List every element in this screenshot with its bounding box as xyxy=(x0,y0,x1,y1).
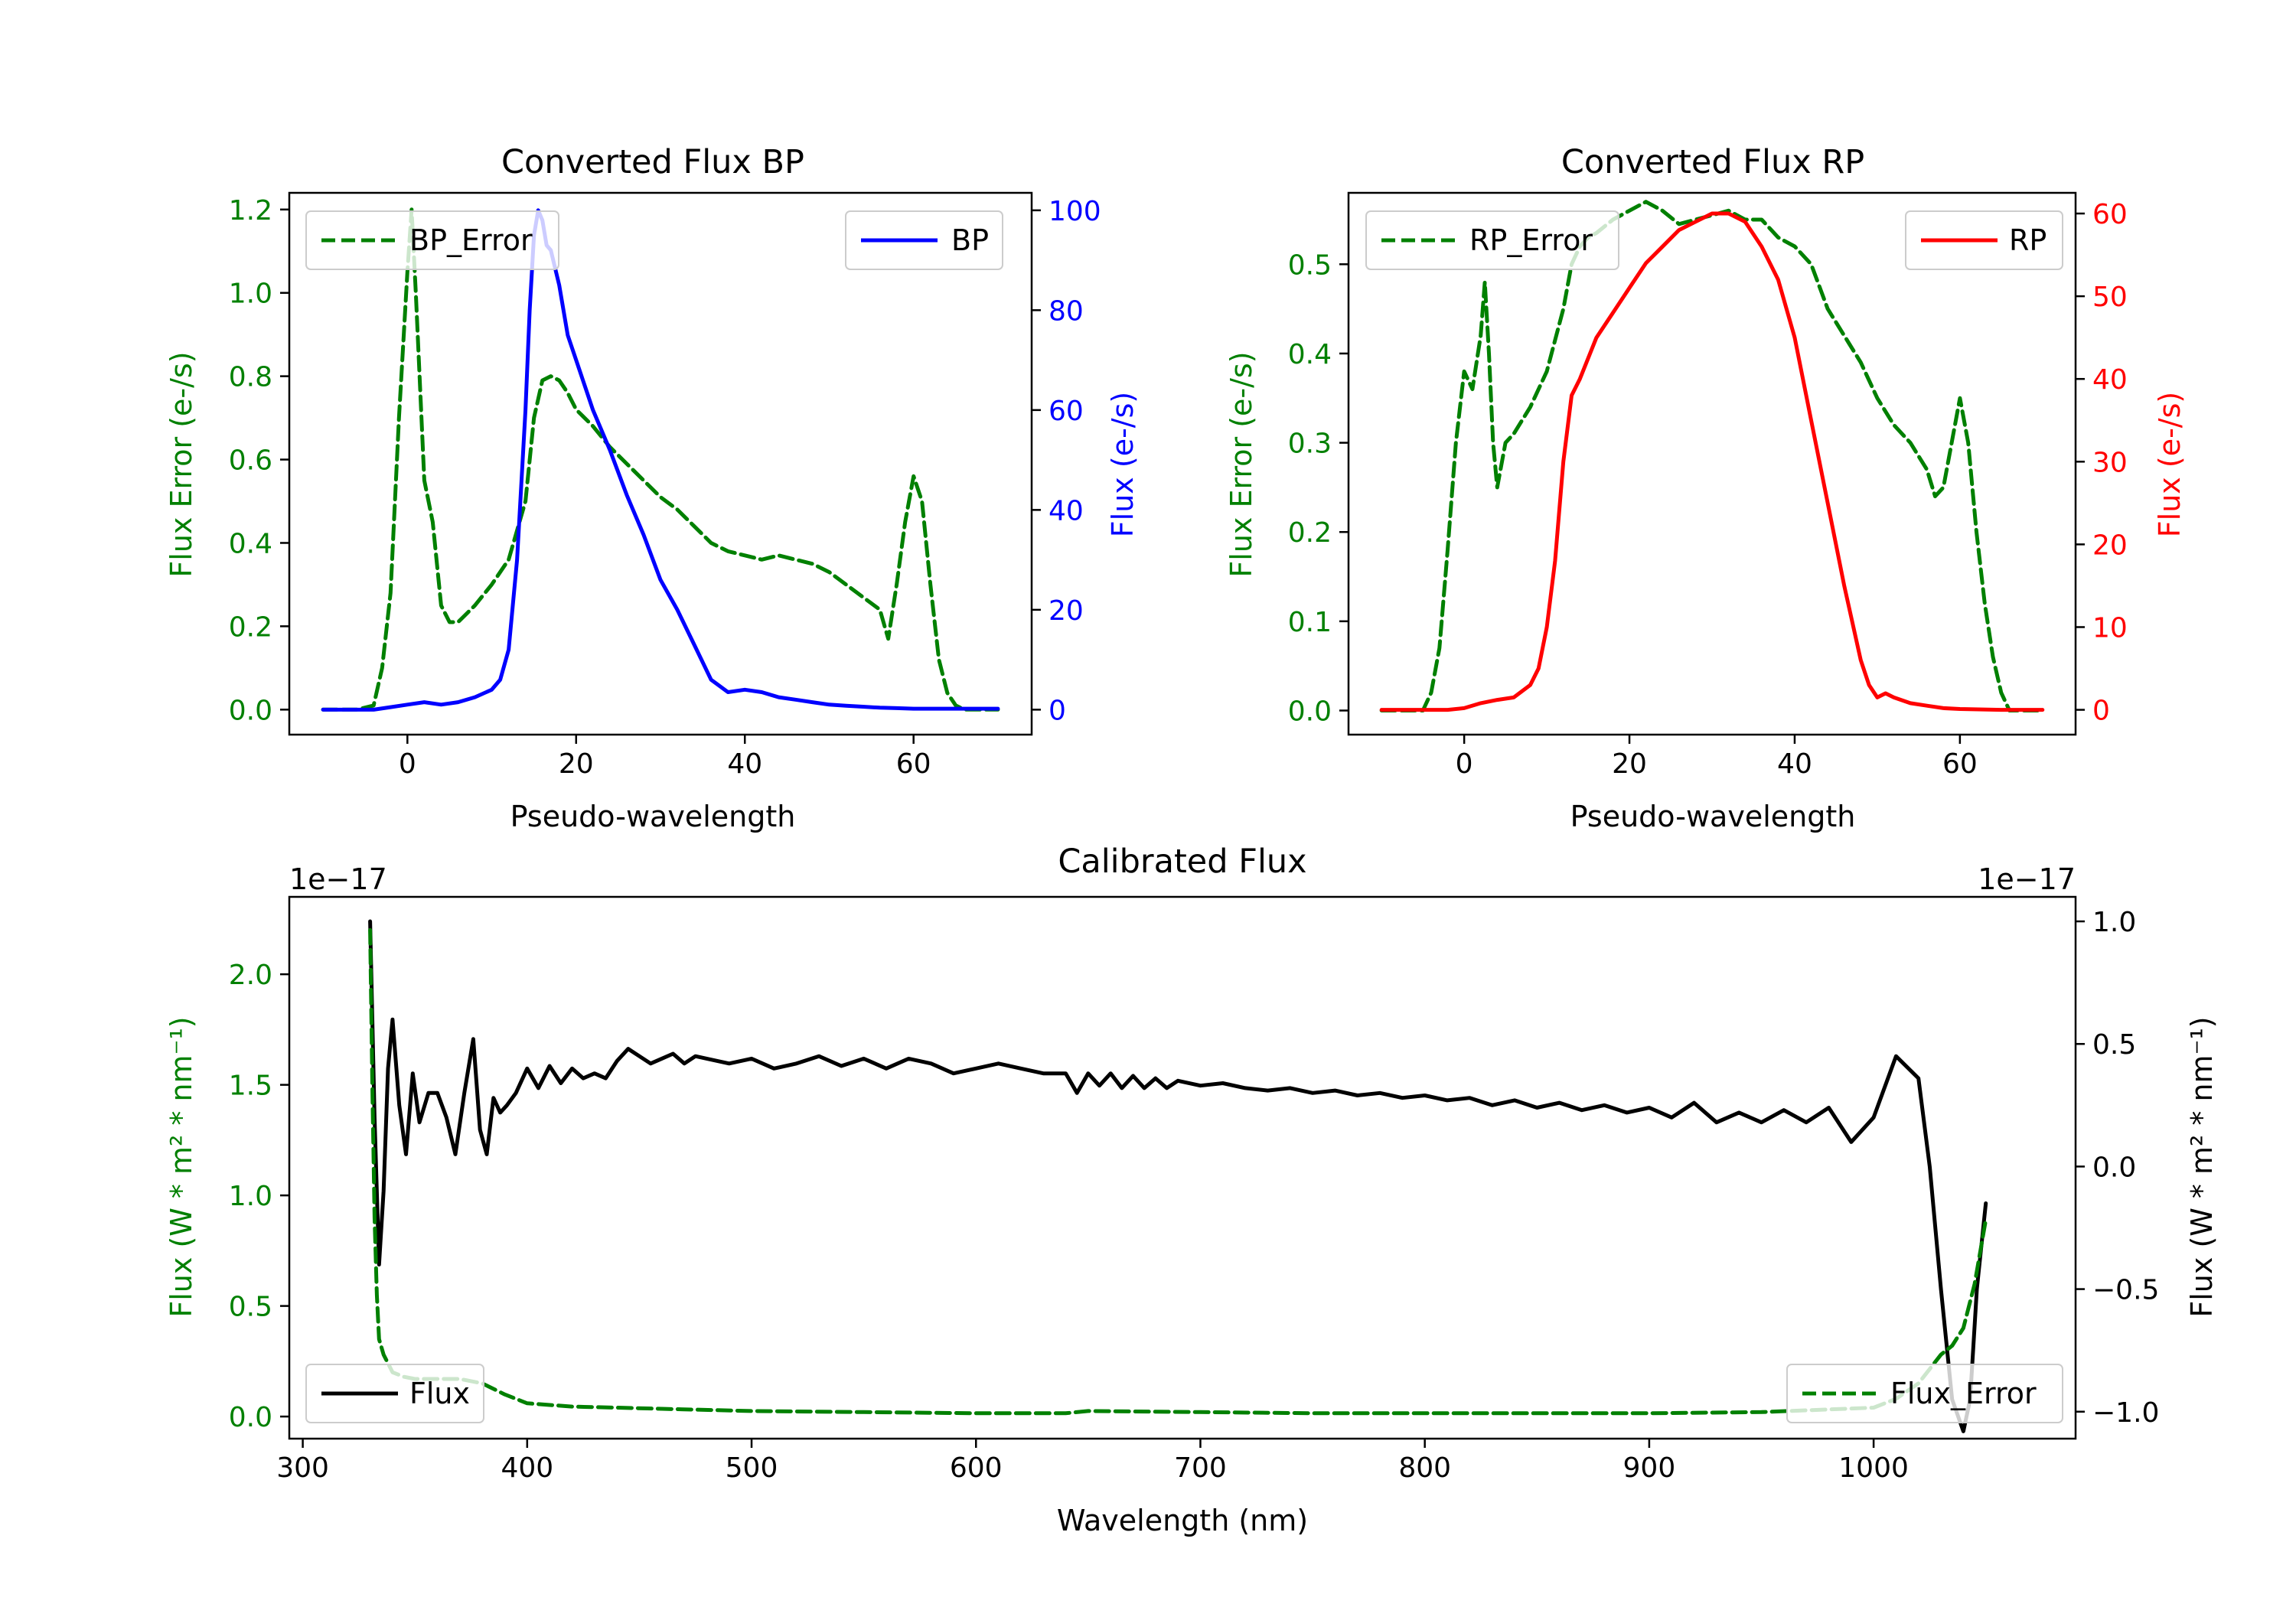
rp-x-tick-label: 20 xyxy=(1612,748,1647,780)
calibrated-legend-left-label: Flux xyxy=(409,1377,470,1410)
bp-y-left-tick-label: 0.8 xyxy=(229,362,272,393)
rp-panel: 0 20 40 60 0.0 0.1 0.2 0.3 0.4 0.5 0 10 20 30 40 50 60 C… xyxy=(1225,143,2187,833)
calibrated-y-left-tick-label: 1.5 xyxy=(229,1071,272,1102)
rp-y-right-tick-label: 20 xyxy=(2092,530,2128,561)
bp-y-left-tick-label: 0.2 xyxy=(229,611,272,643)
calibrated-y-left-tick-label: 0.5 xyxy=(229,1292,272,1323)
calibrated-y-label-right: Flux (W * m² * nm⁻¹) xyxy=(2185,1016,2219,1317)
calibrated-x-tick-label: 300 xyxy=(276,1452,329,1484)
rp-y-left-tick-label: 0.2 xyxy=(1288,517,1332,549)
rp-legend-left-label: RP_Error xyxy=(1469,223,1593,257)
bp-plot: 0 20 40 60 0.0 0.2 0.4 0.6 0.8 1.0 1.2 0 20 40 60 80 100 xyxy=(229,191,1101,780)
rp-y-left-tick-label: 0.1 xyxy=(1288,607,1332,638)
calibrated-y-left-tick-label: 0.0 xyxy=(229,1402,272,1433)
bp-y-label-right: Flux (e-/s) xyxy=(1106,392,1140,537)
calibrated-legend-right: Flux_Error xyxy=(1786,1364,2063,1423)
rp-x-tick-label: 60 xyxy=(1942,748,1978,780)
bp-axes-frame xyxy=(288,191,1033,736)
calibrated-y-right-tick-label: 0.0 xyxy=(2092,1152,2136,1183)
calibrated-legend-right-box xyxy=(1786,1364,2063,1423)
bp-panel: 0 20 40 60 0.0 0.2 0.4 0.6 0.8 1.0 1.2 0 20 40 60 80 100… xyxy=(165,143,1140,833)
bp-y-right-tick-label: 100 xyxy=(1049,196,1101,227)
bp-x-label: Pseudo-wavelength xyxy=(510,800,796,833)
bp-title: Converted Flux BP xyxy=(501,143,804,181)
rp-series-rp xyxy=(1379,211,2045,712)
rp-x-tick-label: 40 xyxy=(1777,748,1812,780)
calibrated-x-tick-label: 1000 xyxy=(1838,1452,1909,1484)
calibrated-x-tick-label: 500 xyxy=(726,1452,778,1484)
bp-y-label-left: Flux Error (e-/s) xyxy=(165,351,198,577)
bp-y-right-tick-label: 0 xyxy=(1049,695,1066,726)
bp-y-right-tick-label: 40 xyxy=(1049,495,1084,526)
bp-y-left-tick-label: 0.0 xyxy=(229,695,272,726)
calibrated-axes-frame xyxy=(288,895,2077,1440)
calibrated-x-tick-label: 800 xyxy=(1398,1452,1451,1484)
bp-y-left-tick-label: 0.4 xyxy=(229,528,272,559)
rp-legend-right-label: RP xyxy=(2009,223,2047,257)
calibrated-panel: 300 400 500 600 700 800 900 1000 0.0 0.5 1.0 1.5 2.0… xyxy=(165,843,2219,1537)
bp-legend-right-label: BP xyxy=(951,223,989,257)
calibrated-plot: 300 400 500 600 700 800 900 1000 0.0 0.5 1.0 1.5 2.0… xyxy=(229,895,2159,1484)
calibrated-x-tick-label: 900 xyxy=(1623,1452,1676,1484)
bp-y-left-tick-label: 1.2 xyxy=(229,195,272,227)
calibrated-legend-right-label: Flux_Error xyxy=(1890,1377,2037,1410)
rp-y-left-tick-label: 0.3 xyxy=(1288,429,1332,460)
bp-x-tick-label: 0 xyxy=(399,748,416,780)
bp-y-right-tick-label: 60 xyxy=(1049,396,1084,427)
calibrated-y-left-tick-label: 2.0 xyxy=(229,960,272,991)
calibrated-x-tick-label: 400 xyxy=(501,1452,553,1484)
rp-legend-left-box xyxy=(1365,210,1619,270)
bp-y-right-tick-label: 80 xyxy=(1049,295,1084,327)
rp-y-left-tick-label: 0.0 xyxy=(1288,696,1332,728)
bp-legend-left-box xyxy=(305,210,559,270)
rp-axes-frame xyxy=(1347,191,2077,736)
rp-title: Converted Flux RP xyxy=(1561,143,1864,181)
bp-legend-left: BP_Error xyxy=(305,210,559,270)
rp-y-right-tick-label: 30 xyxy=(2092,447,2128,478)
rp-legend-right: RP xyxy=(1905,210,2063,270)
calibrated-y-left-tick-label: 1.0 xyxy=(229,1181,272,1212)
rp-y-right-tick-label: 60 xyxy=(2092,199,2128,230)
rp-y-right-tick-label: 10 xyxy=(2092,612,2128,644)
calibrated-offset-right: 1e−17 xyxy=(1978,862,2076,896)
rp-y-right-tick-label: 50 xyxy=(2092,282,2128,313)
rp-y-left-tick-label: 0.5 xyxy=(1288,249,1332,281)
rp-series-rp-error xyxy=(1379,200,2045,712)
calibrated-title: Calibrated Flux xyxy=(1058,843,1306,881)
calibrated-y-right-tick-label: −0.5 xyxy=(2092,1275,2159,1306)
calibrated-x-tick-label: 600 xyxy=(950,1452,1003,1484)
rp-legend-left: RP_Error xyxy=(1365,210,1619,270)
rp-x-label: Pseudo-wavelength xyxy=(1570,800,1856,833)
bp-x-tick-label: 60 xyxy=(896,748,931,780)
bp-legend-right: BP xyxy=(845,210,1003,270)
calibrated-legend-left: Flux xyxy=(305,1364,484,1423)
rp-y-right-tick-label: 40 xyxy=(2092,364,2128,396)
bp-series-bp-error xyxy=(321,207,1000,712)
rp-x-tick-label: 0 xyxy=(1456,748,1473,780)
bp-legend-left-label: BP_Error xyxy=(409,223,533,257)
bp-x-tick-label: 40 xyxy=(727,748,762,780)
bp-y-left-tick-label: 0.6 xyxy=(229,445,272,477)
rp-plot: 0 20 40 60 0.0 0.1 0.2 0.3 0.4 0.5 0 10 20 30 40 50 60 xyxy=(1288,191,2128,780)
calibrated-x-label: Wavelength (nm) xyxy=(1057,1504,1308,1537)
rp-y-label-right: Flux (e-/s) xyxy=(2153,392,2187,537)
calibrated-series-flux xyxy=(368,919,1988,1433)
calibrated-y-label-left: Flux (W * m² * nm⁻¹) xyxy=(165,1016,198,1317)
calibrated-y-right-tick-label: 1.0 xyxy=(2092,907,2136,938)
calibrated-y-right-tick-label: 0.5 xyxy=(2092,1029,2136,1061)
calibrated-x-tick-label: 700 xyxy=(1174,1452,1227,1484)
bp-series-bp xyxy=(321,208,1000,712)
bp-x-tick-label: 20 xyxy=(559,748,594,780)
rp-y-label-left: Flux Error (e-/s) xyxy=(1225,351,1258,577)
calibrated-y-right-tick-label: −1.0 xyxy=(2092,1397,2159,1429)
bp-y-right-tick-label: 20 xyxy=(1049,595,1084,627)
bp-y-left-tick-label: 1.0 xyxy=(229,279,272,310)
calibrated-offset-left: 1e−17 xyxy=(289,862,387,896)
rp-y-right-tick-label: 0 xyxy=(2092,696,2110,727)
rp-y-left-tick-label: 0.4 xyxy=(1288,339,1332,370)
